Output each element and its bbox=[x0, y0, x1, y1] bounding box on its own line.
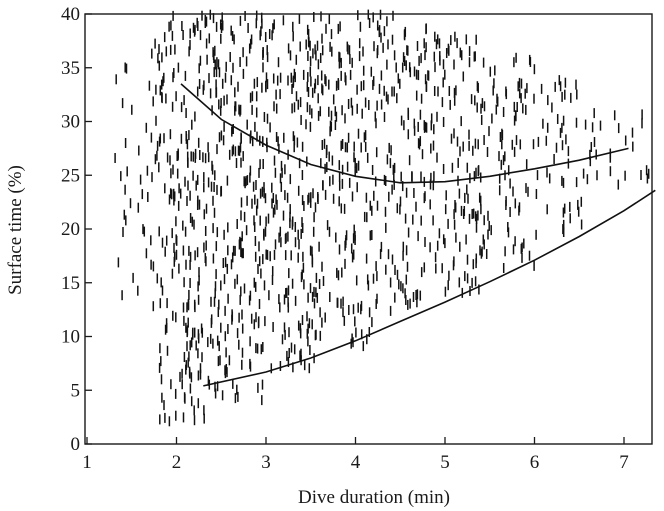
y-axis-title: Surface time (%) bbox=[5, 165, 26, 295]
scatter-points bbox=[114, 9, 650, 427]
y-tick-label-30: 30 bbox=[61, 112, 80, 133]
lower-fit-curve bbox=[203, 189, 656, 387]
fitted-curves bbox=[180, 83, 656, 387]
x-tick-label-3: 3 bbox=[261, 452, 271, 473]
x-tick-label-2: 2 bbox=[172, 452, 182, 473]
plot-frame bbox=[84, 13, 653, 445]
y-tick-label-10: 10 bbox=[61, 327, 80, 348]
x-tick-label-7: 7 bbox=[619, 452, 629, 473]
y-tick-label-20: 20 bbox=[61, 219, 80, 240]
x-tick-label-6: 6 bbox=[530, 452, 540, 473]
x-tick-label-1: 1 bbox=[82, 452, 92, 473]
upper-fit-curve bbox=[180, 83, 629, 184]
y-tick-label-5: 5 bbox=[71, 380, 81, 401]
y-tick-label-15: 15 bbox=[61, 273, 80, 294]
y-tick-label-35: 35 bbox=[61, 58, 80, 79]
y-tick-label-25: 25 bbox=[61, 165, 80, 186]
x-tick-label-4: 4 bbox=[351, 452, 361, 473]
x-tick-label-5: 5 bbox=[440, 452, 450, 473]
axes: 0 5 10 15 20 25 30 35 40 1 2 3 4 5 6 7 bbox=[61, 4, 653, 473]
y-tick-label-0: 0 bbox=[71, 434, 81, 455]
x-axis-title: Dive duration (min) bbox=[298, 487, 450, 508]
y-tick-label-40: 40 bbox=[61, 4, 80, 25]
